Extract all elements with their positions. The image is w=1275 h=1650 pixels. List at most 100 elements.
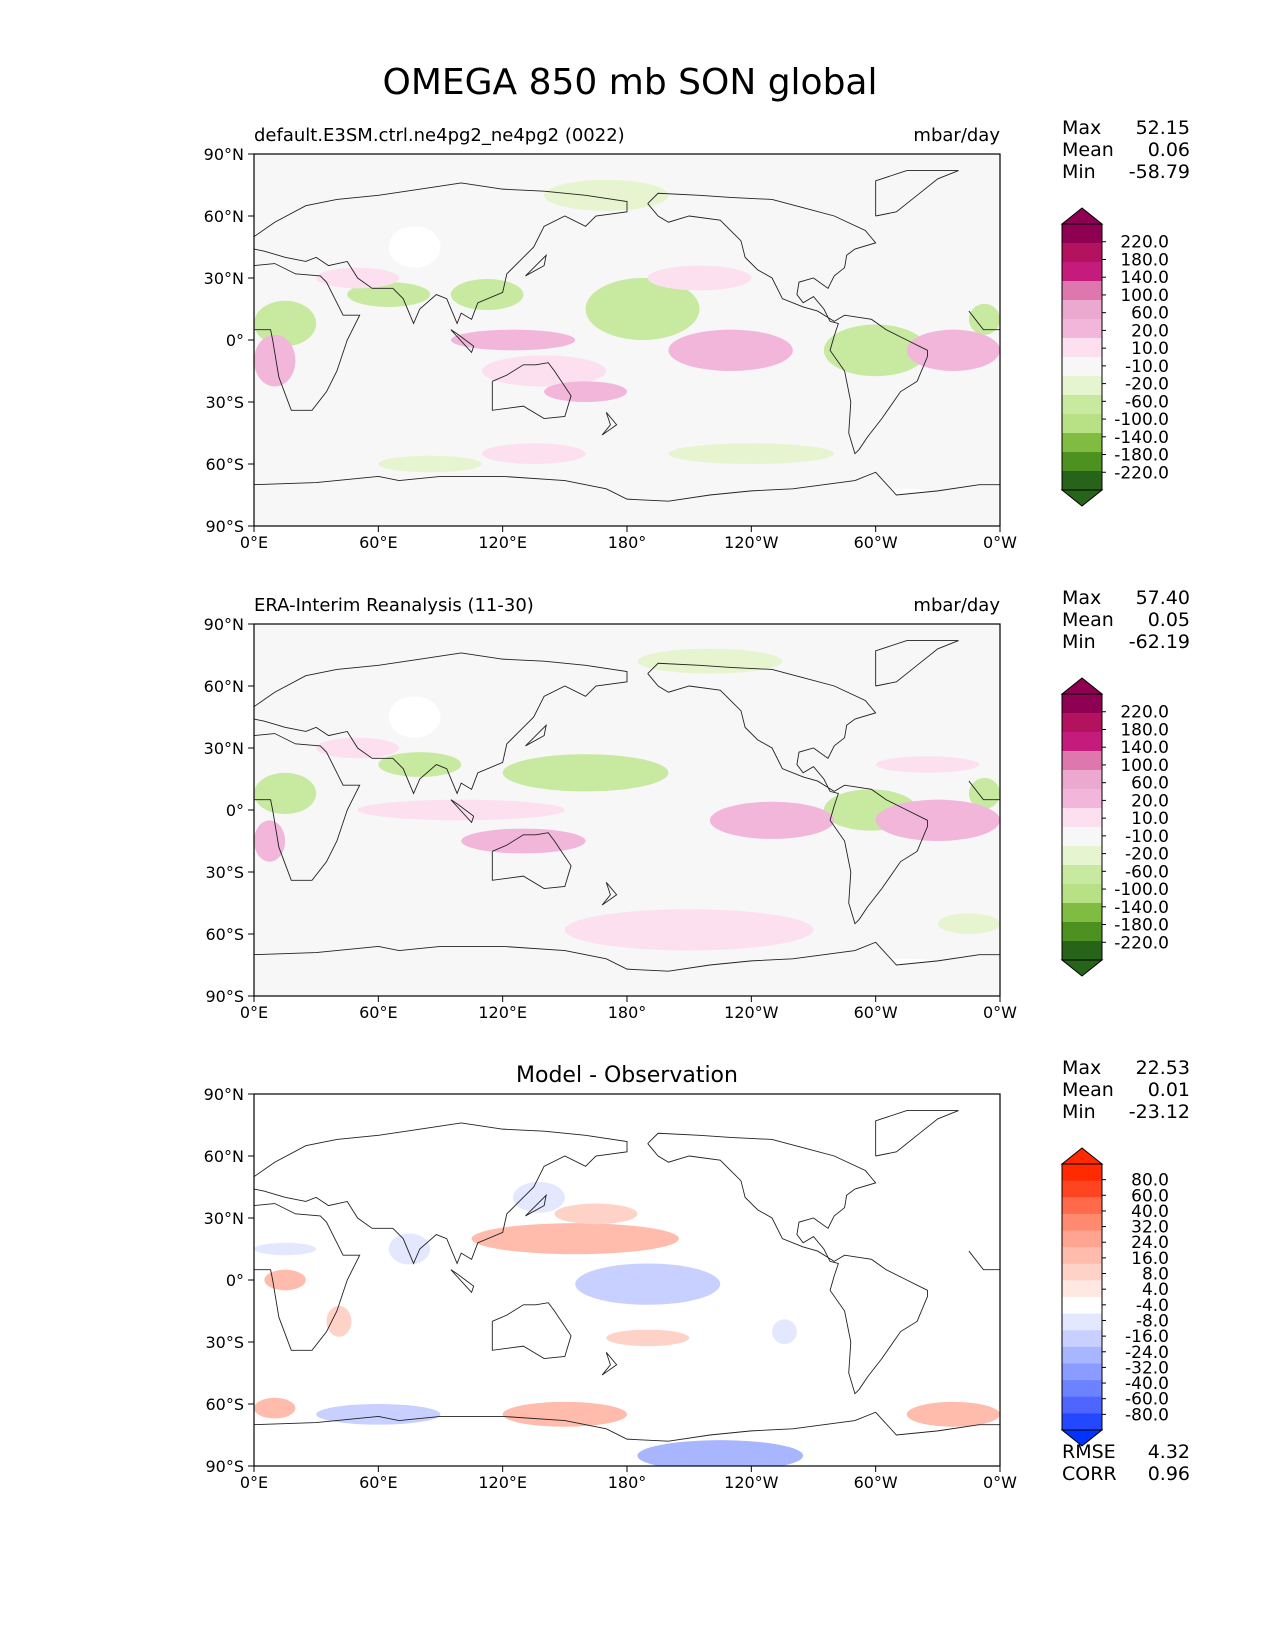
colorbar-label: -220.0 bbox=[1114, 933, 1169, 953]
colorbar-segment bbox=[1062, 338, 1102, 358]
stat-value: 22.53 bbox=[1136, 1057, 1190, 1079]
colorbar-label: 100.0 bbox=[1120, 286, 1169, 306]
colorbar-label: 220.0 bbox=[1120, 703, 1169, 723]
colorbar-label: -4.0 bbox=[1136, 1296, 1169, 1316]
colorbar-segment bbox=[1062, 1263, 1102, 1281]
stat-value: 52.15 bbox=[1136, 117, 1190, 139]
contour-region bbox=[502, 754, 669, 792]
stat-value: 0.01 bbox=[1148, 1079, 1190, 1101]
contour-region bbox=[254, 1397, 296, 1419]
contour-region bbox=[875, 799, 1000, 841]
contour-region bbox=[347, 282, 431, 307]
coastline bbox=[491, 362, 572, 419]
y-tick-label: 30°S bbox=[205, 1333, 244, 1352]
panel-title: Model - Observation bbox=[516, 1063, 738, 1088]
colorbar-label: -20.0 bbox=[1125, 375, 1169, 395]
x-tick-label: 120°E bbox=[478, 1473, 527, 1492]
colorbar-label: 32.0 bbox=[1131, 1218, 1169, 1238]
colorbar-segment bbox=[1062, 1280, 1102, 1298]
colorbar-segment bbox=[1062, 770, 1102, 790]
colorbar: 220.0180.0140.0100.060.020.010.0-10.0-20… bbox=[1060, 677, 1169, 977]
contour-region bbox=[378, 455, 482, 473]
colorbar-segment bbox=[1062, 865, 1102, 885]
colorbar-label: -16.0 bbox=[1125, 1327, 1169, 1347]
colorbar-segment bbox=[1062, 713, 1102, 733]
x-tick-label: 0°W bbox=[983, 533, 1017, 552]
x-tick-label: 180° bbox=[608, 1473, 647, 1492]
colorbar-segment bbox=[1062, 1164, 1102, 1182]
colorbar-label: -180.0 bbox=[1114, 446, 1169, 466]
colorbar-segment bbox=[1062, 903, 1102, 923]
stat-label: Min bbox=[1062, 631, 1096, 653]
colorbar-label: -40.0 bbox=[1125, 1374, 1169, 1394]
colorbar-label: 140.0 bbox=[1120, 268, 1169, 288]
y-tick-label: 60°N bbox=[204, 1147, 244, 1166]
missing-data-region bbox=[388, 696, 441, 738]
colorbar-segment bbox=[1062, 414, 1102, 434]
colorbar-label: 16.0 bbox=[1131, 1249, 1169, 1269]
colorbar-label: -10.0 bbox=[1125, 357, 1169, 377]
x-tick-label: 60°W bbox=[854, 1473, 898, 1492]
stat-value: -58.79 bbox=[1129, 161, 1190, 183]
colorbar-segment bbox=[1062, 1346, 1102, 1364]
panel-units: mbar/day bbox=[913, 125, 1000, 146]
colorbar-label: 220.0 bbox=[1120, 233, 1169, 253]
colorbar-segment bbox=[1062, 846, 1102, 866]
coastline bbox=[647, 1132, 928, 1395]
coastline-antarctica bbox=[254, 941, 1000, 972]
colorbar-frame bbox=[1061, 1163, 1103, 1431]
colorbar-label: 20.0 bbox=[1131, 791, 1169, 811]
stat-value: 0.06 bbox=[1148, 139, 1190, 161]
contour-region bbox=[544, 381, 627, 402]
colorbar-segment bbox=[1062, 319, 1102, 339]
contour-region bbox=[637, 648, 783, 674]
x-tick-label: 120°W bbox=[724, 1473, 779, 1492]
colorbar-segment bbox=[1062, 452, 1102, 472]
coastline bbox=[254, 1122, 628, 1265]
contour-region bbox=[254, 334, 296, 387]
colorbar-label: 24.0 bbox=[1131, 1233, 1169, 1253]
x-tick-label: 180° bbox=[608, 1003, 647, 1022]
stat-value: 4.32 bbox=[1148, 1441, 1190, 1463]
coastline bbox=[968, 1250, 1000, 1271]
x-tick-label: 60°E bbox=[359, 1473, 397, 1492]
colorbar-label: -100.0 bbox=[1114, 880, 1169, 900]
contour-region bbox=[564, 909, 814, 951]
map-area bbox=[254, 624, 1000, 996]
contour-region bbox=[606, 1329, 690, 1347]
colorbar-segment bbox=[1062, 471, 1102, 491]
x-tick-label: 0°W bbox=[983, 1003, 1017, 1022]
colorbar-segment bbox=[1062, 694, 1102, 714]
contour-region bbox=[254, 820, 286, 862]
x-tick-label: 0°E bbox=[240, 533, 268, 552]
coastline bbox=[525, 723, 547, 747]
contour-region bbox=[357, 799, 565, 821]
colorbar-segment bbox=[1062, 395, 1102, 415]
colorbar-segment bbox=[1062, 224, 1102, 244]
colorbar-segment bbox=[1062, 376, 1102, 396]
colorbar-segment bbox=[1062, 1197, 1102, 1215]
x-tick-label: 120°W bbox=[724, 533, 779, 552]
colorbar-segment bbox=[1062, 1330, 1102, 1348]
stat-label: Max bbox=[1062, 117, 1101, 139]
contour-region bbox=[450, 279, 524, 311]
y-tick-label: 30°N bbox=[204, 739, 244, 758]
stat-label: Mean bbox=[1062, 139, 1114, 161]
x-tick-label: 60°E bbox=[359, 533, 397, 552]
y-tick-label: 0° bbox=[226, 331, 244, 350]
y-tick-label: 30°S bbox=[205, 863, 244, 882]
panel-title-left: ERA-Interim Reanalysis (11-30) bbox=[254, 595, 534, 616]
colorbar-segment bbox=[1062, 941, 1102, 961]
map-area bbox=[254, 1094, 1000, 1466]
colorbar-label: 4.0 bbox=[1142, 1280, 1169, 1300]
colorbar-segment bbox=[1062, 1413, 1102, 1431]
contour-region bbox=[709, 801, 835, 839]
stat-label: Max bbox=[1062, 587, 1101, 609]
coastline bbox=[875, 640, 959, 687]
coastline bbox=[525, 253, 547, 277]
coastline bbox=[601, 1352, 618, 1376]
coastline bbox=[601, 412, 618, 436]
colorbar: 80.060.040.032.024.016.08.04.0-4.0-8.0-1… bbox=[1060, 1147, 1169, 1447]
contour-region bbox=[471, 1223, 679, 1255]
missing-data-region bbox=[388, 226, 441, 268]
